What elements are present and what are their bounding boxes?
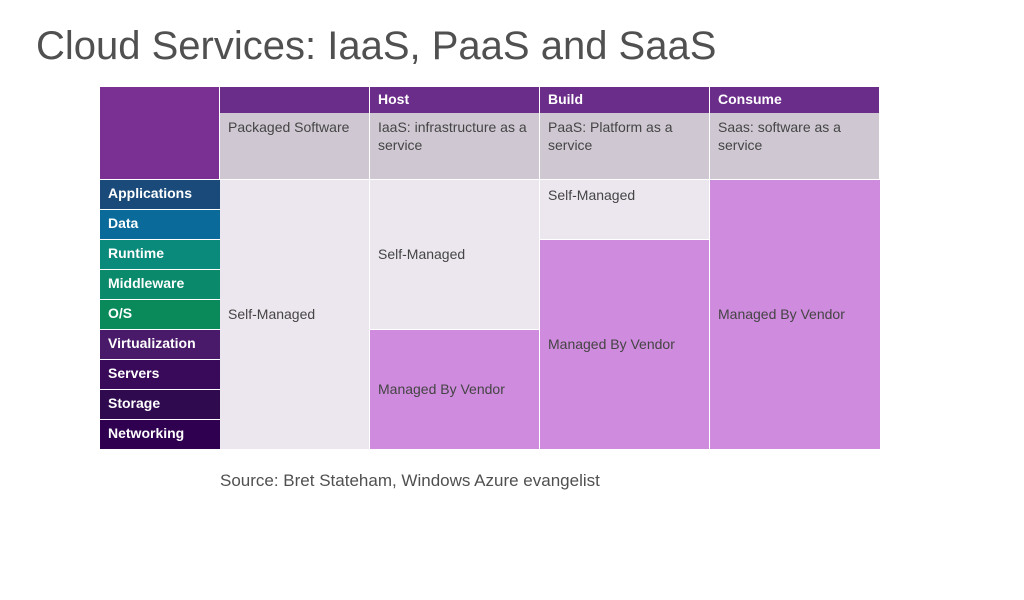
layer-networking: Networking: [100, 419, 220, 449]
layer-storage: Storage: [100, 389, 220, 419]
col-packaged: Self-Managed: [220, 179, 370, 449]
desc-row: Packaged Software IaaS: infrastructure a…: [100, 113, 880, 179]
col-paas: Self-Managed Managed By Vendor: [540, 179, 710, 449]
page-title: Cloud Services: IaaS, PaaS and SaaS: [36, 24, 1024, 69]
iaas-vendor: Managed By Vendor: [370, 329, 539, 449]
cloud-services-diagram: Host Build Consume Packaged Software Iaa…: [100, 87, 880, 449]
col-saas: Managed By Vendor: [710, 179, 880, 449]
desc-packaged: Packaged Software: [220, 113, 370, 179]
iaas-self: Self-Managed: [370, 179, 539, 329]
layer-runtime: Runtime: [100, 239, 220, 269]
layer-data: Data: [100, 209, 220, 239]
hdr-host: Host: [370, 87, 540, 113]
desc-paas: PaaS: Platform as a service: [540, 113, 710, 179]
body-grid: Applications Data Runtime Middleware O/S…: [100, 179, 880, 449]
hdr-blank-1: [220, 87, 370, 113]
layer-virtualization: Virtualization: [100, 329, 220, 359]
layer-os: O/S: [100, 299, 220, 329]
packaged-self: Self-Managed: [220, 179, 369, 449]
layer-applications: Applications: [100, 179, 220, 209]
source-attribution: Source: Bret Stateham, Windows Azure eva…: [220, 471, 1024, 491]
paas-self: Self-Managed: [540, 179, 709, 239]
header-row: Host Build Consume: [100, 87, 880, 113]
layer-servers: Servers: [100, 359, 220, 389]
desc-saas: Saas: software as a service: [710, 113, 880, 179]
layer-middleware: Middleware: [100, 269, 220, 299]
saas-vendor: Managed By Vendor: [710, 179, 880, 449]
hdr-blank-0: [100, 87, 220, 113]
hdr-build: Build: [540, 87, 710, 113]
layers-column: Applications Data Runtime Middleware O/S…: [100, 179, 220, 449]
paas-vendor: Managed By Vendor: [540, 239, 709, 449]
hdr-consume: Consume: [710, 87, 880, 113]
col-iaas: Self-Managed Managed By Vendor: [370, 179, 540, 449]
desc-iaas: IaaS: infrastructure as a service: [370, 113, 540, 179]
desc-blank: [100, 113, 220, 179]
